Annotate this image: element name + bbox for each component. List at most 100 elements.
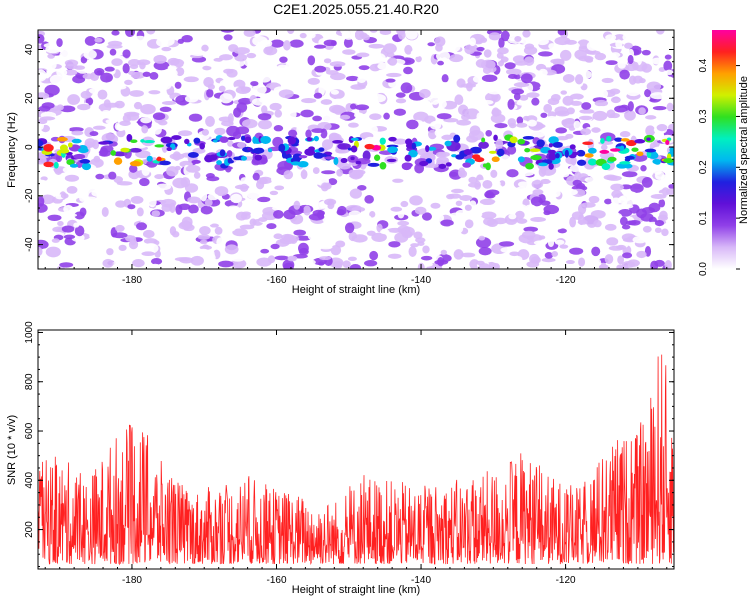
heatmap-cell	[356, 52, 370, 58]
heatmap-cell	[488, 32, 501, 41]
heatmap-cell	[569, 164, 583, 173]
heatmap-cell	[252, 247, 262, 256]
snr-frame	[37, 329, 675, 570]
heatmap-cell	[645, 115, 657, 120]
heatmap-cell	[166, 147, 172, 152]
heatmap-cell	[92, 125, 106, 130]
heatmap-cell	[322, 112, 339, 123]
heatmap-cell	[350, 137, 359, 141]
heatmap-cell	[456, 78, 466, 88]
heatmap-cell	[651, 57, 665, 65]
heatmap-cell	[138, 188, 149, 194]
heatmap-cell	[379, 161, 387, 170]
heatmap-cell	[511, 88, 525, 95]
heatmap-y-tick-label: -40	[24, 237, 35, 252]
heatmap-cell	[642, 225, 652, 233]
heatmap-cell	[613, 34, 626, 41]
heatmap-cell	[82, 73, 95, 80]
heatmap-cell	[610, 148, 621, 152]
heatmap-cell	[63, 69, 78, 76]
heatmap-cell	[73, 153, 86, 160]
heatmap-cell	[287, 136, 297, 145]
heatmap-cell	[305, 129, 312, 138]
heatmap-cell	[538, 51, 553, 57]
heatmap-cell	[519, 94, 529, 101]
heatmap-y-tick-label: 0	[24, 144, 35, 150]
heatmap-cell	[619, 216, 628, 226]
heatmap-cell	[124, 229, 138, 235]
heatmap-cell	[610, 197, 622, 205]
heatmap-cell	[348, 122, 359, 128]
heatmap-cell	[80, 90, 92, 99]
heatmap-cell	[591, 258, 602, 268]
heatmap-cell	[81, 162, 92, 171]
heatmap-cell	[303, 205, 311, 216]
heatmap-cell	[63, 234, 76, 240]
heatmap-cell	[333, 157, 339, 166]
heatmap-cell	[380, 229, 390, 235]
heatmap-cell	[600, 138, 605, 144]
heatmap-x-tick-label: -160	[266, 275, 286, 286]
heatmap-cell	[297, 160, 309, 168]
heatmap-cell	[408, 246, 417, 257]
heatmap-cell	[532, 189, 544, 195]
heatmap-cell	[199, 239, 208, 245]
heatmap-cell	[609, 88, 621, 95]
heatmap-cell	[493, 134, 498, 141]
heatmap-cell	[56, 136, 68, 142]
heatmap-cell	[605, 60, 618, 66]
heatmap-cell	[445, 162, 452, 167]
heatmap-cell	[299, 32, 307, 39]
heatmap-cell	[530, 216, 546, 222]
heatmap-cell	[517, 181, 529, 188]
heatmap-cell	[146, 30, 156, 35]
heatmap-cell	[350, 145, 358, 153]
heatmap-cell	[223, 34, 233, 41]
heatmap-cell	[664, 259, 672, 269]
heatmap-cell	[548, 176, 559, 182]
heatmap-cell	[252, 64, 264, 71]
heatmap-cell	[298, 67, 313, 79]
heatmap-cell	[250, 81, 259, 87]
heatmap-cell	[257, 196, 271, 203]
heatmap-cell	[274, 255, 289, 261]
heatmap-cell	[347, 256, 357, 262]
heatmap-cell	[588, 195, 600, 204]
heatmap-cell	[430, 93, 440, 105]
heatmap-cell	[489, 179, 501, 189]
snr-y-tick-label: 800	[24, 373, 35, 390]
heatmap-cell	[633, 75, 644, 84]
heatmap-cell	[154, 144, 165, 148]
heatmap-cell	[258, 217, 268, 222]
heatmap-cell	[150, 257, 163, 265]
heatmap-cell	[267, 148, 273, 153]
heatmap-cell	[461, 252, 476, 258]
heatmap-cell	[256, 180, 265, 190]
heatmap-cell	[173, 54, 186, 59]
heatmap-cell	[246, 52, 257, 59]
heatmap-cell	[436, 113, 452, 120]
heatmap-cell	[282, 178, 290, 185]
heatmap-cell	[604, 198, 612, 205]
heatmap-cell	[82, 196, 97, 201]
heatmap-cell	[312, 162, 323, 169]
heatmap-cell	[148, 90, 161, 95]
heatmap-cell	[219, 216, 229, 223]
heatmap-cell	[188, 204, 199, 214]
heatmap-cell	[244, 136, 252, 144]
heatmap-cell	[177, 38, 185, 44]
heatmap-cell	[661, 187, 670, 196]
heatmap-cell	[226, 205, 240, 212]
heatmap-cell	[91, 189, 106, 197]
heatmap-cell	[246, 189, 262, 200]
heatmap-cell	[434, 36, 446, 47]
heatmap-cell	[110, 209, 117, 215]
colorbar-gradient	[712, 30, 736, 269]
heatmap-cell	[178, 221, 193, 230]
heatmap-cell	[102, 258, 114, 268]
heatmap-cell	[626, 139, 637, 147]
heatmap-cell	[584, 153, 594, 158]
heatmap-cell	[664, 54, 672, 60]
heatmap-cell	[350, 103, 357, 110]
heatmap-cell	[656, 124, 668, 132]
